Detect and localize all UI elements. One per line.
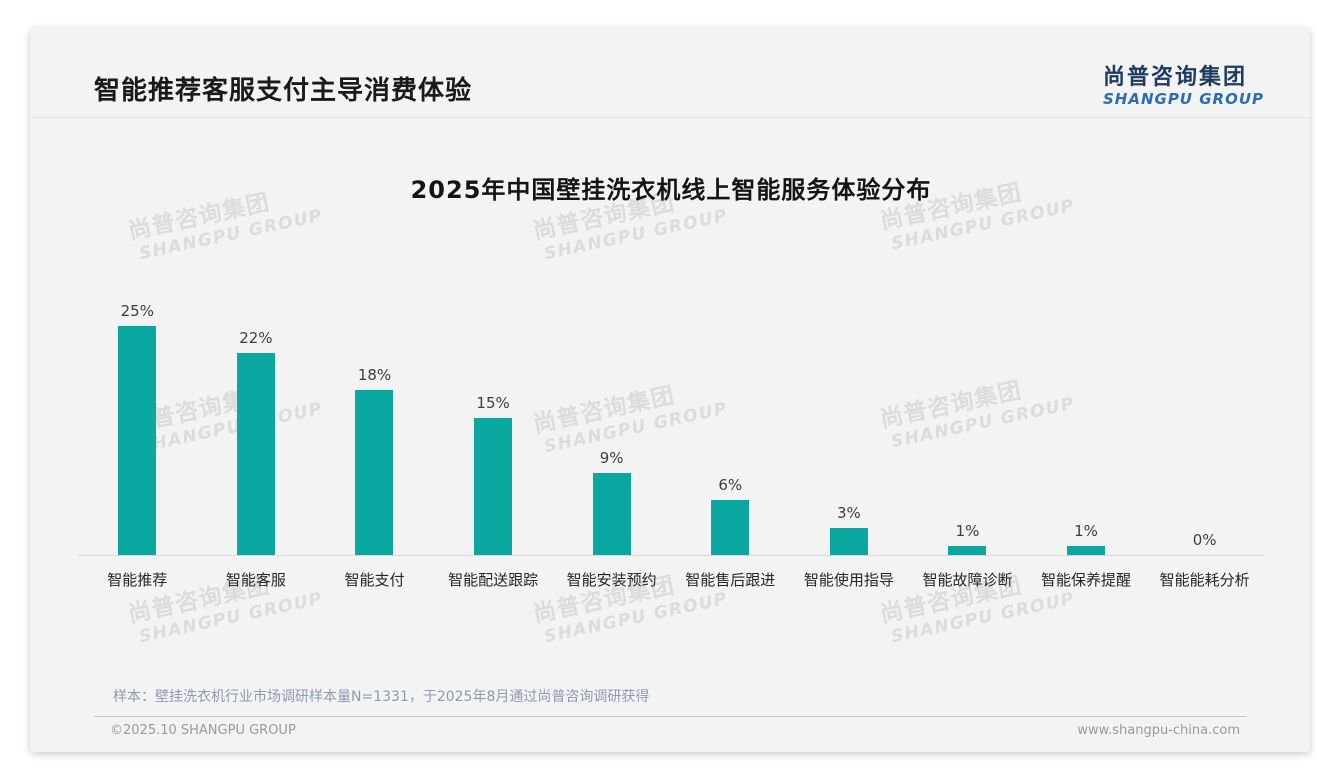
bar-value-label: 25% [120, 302, 154, 320]
copyright-text: ©2025.10 SHANGPU GROUP [110, 723, 296, 738]
bars-area: 25% 22% 18% 15% 9% 6% 3% 1% 1% 0% [78, 302, 1264, 555]
category-label: 智能使用指导 [803, 571, 894, 589]
bar [592, 472, 631, 555]
watermark-english-text: SHANGPU GROUP [542, 205, 730, 265]
bar-chart: 25% 22% 18% 15% 9% 6% 3% 1% 1% 0% 智能推荐 智能客服 智能支付 智能配… [78, 302, 1264, 590]
bar-value-label: 9% [599, 448, 624, 467]
watermark-english-text: SHANGPU GROUP [542, 588, 730, 648]
bar-group: 0% [1145, 531, 1264, 555]
bar-group: 15% [434, 394, 553, 555]
x-axis-labels: 智能推荐 智能客服 智能支付 智能配送跟踪 智能安装预约 智能售后跟进 智能使用指导 智能故障… [78, 555, 1264, 590]
report-slide: 智能推荐客服支付主导消费体验 尚普咨询集团 SHANGPU GROUP 尚普咨询… [30, 28, 1310, 752]
watermark-english-text: SHANGPU GROUP [889, 588, 1077, 648]
bar-value-label: 18% [357, 366, 392, 385]
category-label: 智能保养提醒 [1041, 571, 1132, 589]
bar-value-label: 3% [836, 503, 861, 522]
sample-note: 样本：壁挂洗衣机行业市场调研样本量N=1331，于2025年8月通过尚普咨询调研… [113, 689, 650, 705]
category-label: 智能安装预约 [566, 571, 657, 589]
bar [948, 545, 987, 555]
bar-value-label: 0% [1192, 531, 1217, 549]
footer: ©2025.10 SHANGPU GROUP www.shangpu-china… [30, 717, 1310, 738]
category-label: 智能支付 [344, 571, 405, 589]
shangpu-logo: 尚普咨询集团 SHANGPU GROUP [1103, 66, 1264, 107]
bar-value-label: 6% [718, 476, 743, 495]
category-label: 智能能耗分析 [1159, 571, 1250, 589]
bar [236, 353, 275, 555]
bar-value-label: 22% [239, 329, 273, 348]
bar [829, 527, 868, 555]
bar-group: 25% [78, 302, 197, 555]
bar-value-label: 1% [1074, 521, 1098, 540]
logo-chinese-text: 尚普咨询集团 [1102, 65, 1247, 91]
category-label: 智能推荐 [107, 571, 168, 589]
page-title: 智能推荐客服支付主导消费体验 [94, 76, 473, 106]
bar [1067, 545, 1106, 555]
bar-group: 9% [552, 449, 671, 555]
bar [711, 500, 750, 555]
category-label: 智能配送跟踪 [448, 571, 539, 589]
category-label: 智能售后跟进 [685, 571, 776, 589]
bar [355, 390, 394, 555]
footer-divider [94, 716, 1246, 717]
watermark-english-text: SHANGPU GROUP [137, 588, 325, 648]
bar-group: 1% [1027, 522, 1146, 555]
bar-group: 1% [908, 522, 1027, 555]
header: 智能推荐客服支付主导消费体验 尚普咨询集团 SHANGPU GROUP [30, 28, 1310, 118]
bar-group: 6% [671, 476, 790, 555]
bar [474, 417, 513, 555]
website-url: www.shangpu-china.com [1077, 723, 1240, 738]
bar-group: 3% [790, 504, 909, 555]
bar [118, 326, 157, 555]
watermark-english-text: SHANGPU GROUP [137, 205, 325, 265]
logo-english-text: SHANGPU GROUP [1102, 89, 1264, 108]
category-label: 智能故障诊断 [922, 571, 1013, 589]
bar-group: 18% [315, 366, 434, 555]
chart-title: 2025年中国壁挂洗衣机线上智能服务体验分布 [410, 176, 932, 204]
category-label: 智能客服 [225, 571, 286, 589]
bar-value-label: 15% [476, 393, 510, 412]
bar-value-label: 1% [955, 521, 980, 540]
bar-group: 22% [197, 329, 316, 555]
